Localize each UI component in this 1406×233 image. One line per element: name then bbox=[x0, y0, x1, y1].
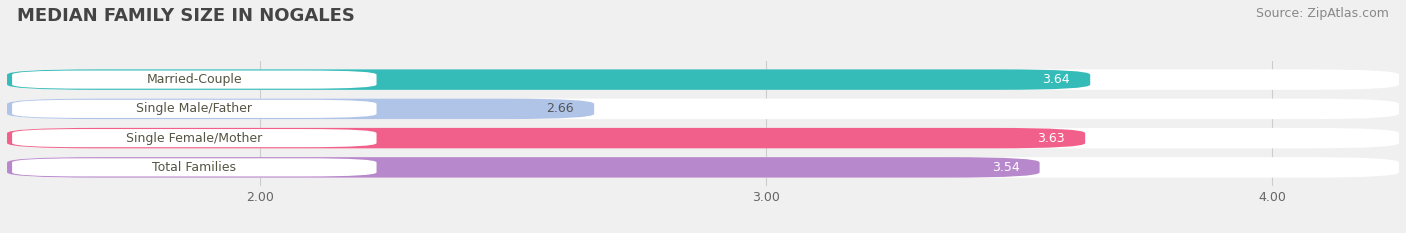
Text: 3.64: 3.64 bbox=[1042, 73, 1070, 86]
FancyBboxPatch shape bbox=[7, 99, 1399, 119]
FancyBboxPatch shape bbox=[7, 128, 1399, 148]
Text: Single Male/Father: Single Male/Father bbox=[136, 102, 252, 115]
Text: Married-Couple: Married-Couple bbox=[146, 73, 242, 86]
Text: 2.66: 2.66 bbox=[547, 102, 574, 115]
FancyBboxPatch shape bbox=[7, 69, 1399, 90]
FancyBboxPatch shape bbox=[13, 100, 377, 118]
FancyBboxPatch shape bbox=[7, 99, 595, 119]
Text: Source: ZipAtlas.com: Source: ZipAtlas.com bbox=[1256, 7, 1389, 20]
Text: 3.63: 3.63 bbox=[1038, 132, 1064, 145]
FancyBboxPatch shape bbox=[7, 157, 1399, 178]
FancyBboxPatch shape bbox=[7, 128, 1085, 148]
FancyBboxPatch shape bbox=[7, 69, 1090, 90]
FancyBboxPatch shape bbox=[13, 71, 377, 89]
Text: Total Families: Total Families bbox=[152, 161, 236, 174]
FancyBboxPatch shape bbox=[13, 129, 377, 147]
Text: MEDIAN FAMILY SIZE IN NOGALES: MEDIAN FAMILY SIZE IN NOGALES bbox=[17, 7, 354, 25]
FancyBboxPatch shape bbox=[13, 158, 377, 176]
Text: Single Female/Mother: Single Female/Mother bbox=[127, 132, 263, 145]
Text: 3.54: 3.54 bbox=[991, 161, 1019, 174]
FancyBboxPatch shape bbox=[7, 157, 1039, 178]
